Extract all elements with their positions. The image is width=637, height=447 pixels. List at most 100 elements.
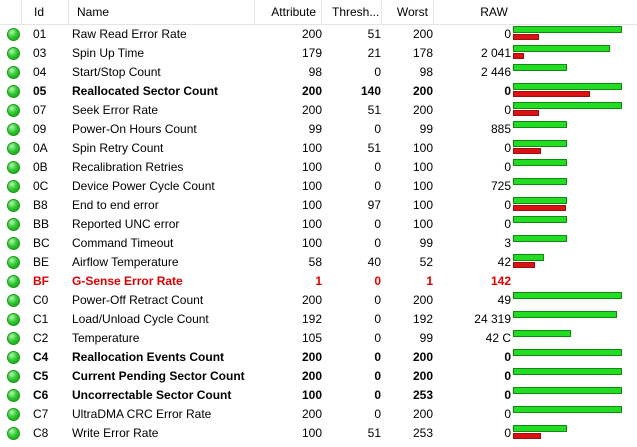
table-row[interactable]: 0C Device Power Cycle Count 100 0 100 725 — [0, 177, 637, 196]
attribute-value: 200 — [301, 407, 322, 421]
table-row[interactable]: BB Reported UNC error 100 0 100 0 — [0, 215, 637, 234]
attribute-name: Spin Retry Count — [72, 141, 164, 155]
value-bars — [513, 253, 633, 272]
threshold-value: 140 — [360, 84, 381, 98]
attribute-value: 200 — [301, 350, 322, 364]
table-row[interactable]: C6 Uncorrectable Sector Count 100 0 253 0 — [0, 386, 637, 405]
table-row[interactable]: B8 End to end error 100 97 100 0 — [0, 196, 637, 215]
status-dot-icon — [7, 294, 20, 307]
column-header-attribute[interactable]: Attribute — [255, 0, 322, 25]
value-bar-green — [513, 140, 567, 147]
value-bars — [513, 44, 633, 63]
attribute-value: 200 — [301, 369, 322, 383]
table-row[interactable]: 0A Spin Retry Count 100 51 100 0 — [0, 139, 637, 158]
column-header-id[interactable]: Id — [22, 0, 69, 25]
attribute-name: Temperature — [72, 331, 140, 345]
value-bars — [513, 82, 633, 101]
worst-value: 253 — [412, 426, 433, 440]
column-header-raw[interactable]: RAW — [480, 5, 508, 19]
raw-value: 42 — [497, 255, 511, 269]
status-dot-icon — [7, 408, 20, 421]
table-row[interactable]: C8 Write Error Rate 100 51 253 0 — [0, 424, 637, 443]
table-row[interactable]: BF G-Sense Error Rate 1 0 1 142 — [0, 272, 637, 291]
attribute-id: BB — [33, 217, 50, 231]
column-header-worst[interactable]: Worst — [382, 0, 434, 25]
table-row[interactable]: C1 Load/Unload Cycle Count 192 0 192 24 319 — [0, 310, 637, 329]
attribute-name: Raw Read Error Rate — [72, 27, 187, 41]
status-column-header[interactable] — [0, 0, 22, 25]
attribute-value: 99 — [308, 122, 322, 136]
value-bars — [513, 196, 633, 215]
status-dot-icon — [7, 256, 20, 269]
attribute-value: 100 — [301, 198, 322, 212]
threshold-value: 0 — [374, 160, 381, 174]
attribute-id: 07 — [33, 103, 47, 117]
threshold-value: 0 — [374, 350, 381, 364]
table-row[interactable]: 05 Reallocated Sector Count 200 140 200 0 — [0, 82, 637, 101]
table-row[interactable]: 03 Spin Up Time 179 21 178 2 041 — [0, 44, 637, 63]
attribute-id: BE — [33, 255, 50, 269]
attribute-value: 200 — [301, 103, 322, 117]
table-row[interactable]: 0B Recalibration Retries 100 0 100 0 — [0, 158, 637, 177]
attribute-id: 05 — [33, 84, 47, 98]
table-row[interactable]: C5 Current Pending Sector Count 200 0 200 0 — [0, 367, 637, 386]
raw-value: 0 — [504, 141, 511, 155]
raw-value: 24 319 — [474, 312, 511, 326]
raw-value: 3 — [504, 236, 511, 250]
status-dot-icon — [7, 123, 20, 136]
column-header-name[interactable]: Name — [69, 0, 255, 25]
threshold-bar-red — [513, 110, 540, 116]
table-row[interactable]: C0 Power-Off Retract Count 200 0 200 49 — [0, 291, 637, 310]
attribute-name: Uncorrectable Sector Count — [72, 388, 232, 402]
table-row[interactable]: C2 Temperature 105 0 99 42 C — [0, 329, 637, 348]
table-row[interactable]: 09 Power-On Hours Count 99 0 99 885 — [0, 120, 637, 139]
table-row[interactable]: 04 Start/Stop Count 98 0 98 2 446 — [0, 63, 637, 82]
threshold-value: 51 — [367, 426, 381, 440]
raw-value: 0 — [504, 388, 511, 402]
attribute-id: C6 — [33, 388, 49, 402]
worst-value: 98 — [419, 65, 433, 79]
attribute-id: 0B — [33, 160, 48, 174]
value-bar-green — [513, 254, 545, 261]
attribute-name: Write Error Rate — [72, 426, 159, 440]
attribute-name: Power-On Hours Count — [72, 122, 197, 136]
threshold-value: 0 — [374, 122, 381, 136]
attribute-value: 100 — [301, 388, 322, 402]
threshold-value: 0 — [374, 65, 381, 79]
value-bars — [513, 272, 633, 291]
raw-value: 2 041 — [480, 46, 511, 60]
status-dot-icon — [7, 389, 20, 402]
attribute-id: BC — [33, 236, 50, 250]
table-row[interactable]: BC Command Timeout 100 0 99 3 — [0, 234, 637, 253]
attribute-name: Start/Stop Count — [72, 65, 161, 79]
worst-value: 52 — [419, 255, 433, 269]
attribute-name: Command Timeout — [72, 236, 174, 250]
threshold-value: 97 — [367, 198, 381, 212]
status-dot-icon — [7, 218, 20, 231]
table-row[interactable]: C4 Reallocation Events Count 200 0 200 0 — [0, 348, 637, 367]
raw-value: 0 — [504, 198, 511, 212]
threshold-bar-red — [513, 34, 540, 40]
value-bar-green — [513, 235, 567, 242]
table-row[interactable]: BE Airflow Temperature 58 40 52 42 — [0, 253, 637, 272]
raw-value: 0 — [504, 103, 511, 117]
value-bars — [513, 101, 633, 120]
column-header-threshold[interactable]: Thresh... — [322, 0, 382, 25]
worst-value: 200 — [412, 103, 433, 117]
table-row[interactable]: 07 Seek Error Rate 200 51 200 0 — [0, 101, 637, 120]
value-bar-green — [513, 387, 623, 394]
status-dot-icon — [7, 47, 20, 60]
attribute-value: 1 — [315, 274, 322, 288]
attribute-id: C8 — [33, 426, 49, 440]
raw-value: 2 446 — [480, 65, 511, 79]
table-row[interactable]: C7 UltraDMA CRC Error Rate 200 0 200 0 — [0, 405, 637, 424]
threshold-value: 40 — [367, 255, 381, 269]
threshold-value: 21 — [367, 46, 381, 60]
threshold-bar-red — [513, 433, 541, 439]
value-bars — [513, 386, 633, 405]
raw-value: 49 — [497, 293, 511, 307]
table-row[interactable]: 01 Raw Read Error Rate 200 51 200 0 — [0, 25, 637, 44]
value-bar-green — [513, 425, 567, 432]
worst-value: 200 — [412, 293, 433, 307]
